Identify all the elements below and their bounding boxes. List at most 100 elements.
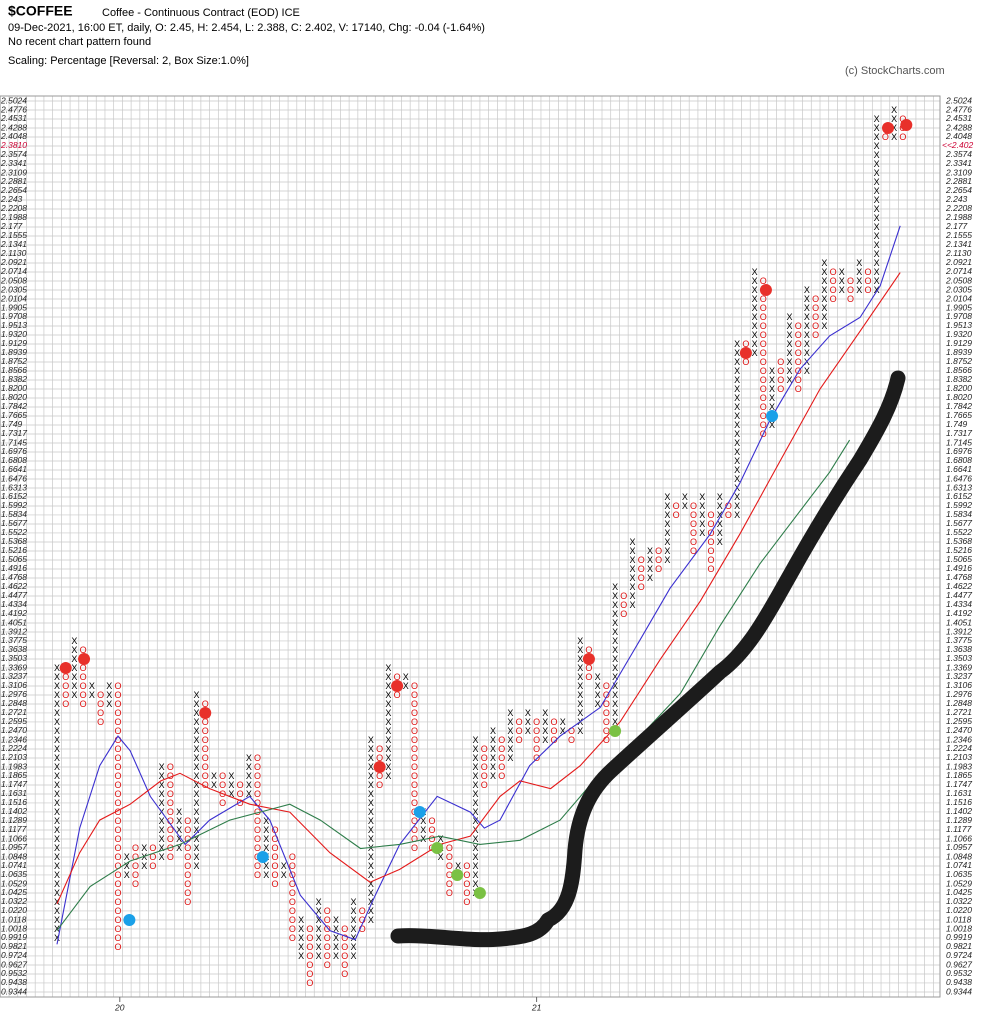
y-tick-label-left: 1.8939 bbox=[1, 347, 27, 357]
y-tick-label-right: 0.9919 bbox=[946, 932, 972, 942]
pnf-box: X bbox=[194, 762, 200, 772]
pnf-box: X bbox=[786, 375, 792, 385]
pnf-box: X bbox=[438, 852, 444, 862]
pnf-box: X bbox=[612, 690, 618, 700]
pnf-box: O bbox=[795, 330, 802, 340]
y-tick-label-left: 2.1988 bbox=[0, 212, 27, 222]
pnf-box: X bbox=[194, 708, 200, 718]
pnf-box: X bbox=[385, 663, 391, 673]
pnf-box: O bbox=[899, 132, 906, 142]
pnf-box: X bbox=[246, 771, 252, 781]
pnf-box: X bbox=[595, 681, 601, 691]
pnf-box: O bbox=[498, 762, 505, 772]
pnf-box: X bbox=[385, 699, 391, 709]
pnf-box: X bbox=[194, 771, 200, 781]
pnf-box: X bbox=[350, 915, 356, 925]
pnf-box: X bbox=[54, 663, 60, 673]
y-tick-label-right: 1.2976 bbox=[946, 689, 972, 699]
y-tick-label-right: 1.9320 bbox=[946, 329, 972, 339]
pnf-box: X bbox=[159, 762, 165, 772]
pnf-box: X bbox=[577, 681, 583, 691]
pnf-box: X bbox=[891, 105, 897, 115]
pnf-box: O bbox=[62, 672, 69, 682]
y-tick-label-left: 1.1066 bbox=[1, 833, 27, 843]
pnf-box: O bbox=[306, 933, 313, 943]
pnf-box: O bbox=[80, 672, 87, 682]
pnf-box: X bbox=[71, 654, 77, 664]
y-tick-label-left: 0.9438 bbox=[1, 977, 27, 987]
y-tick-label-left: 1.7665 bbox=[1, 410, 27, 420]
pnf-box: O bbox=[184, 888, 191, 898]
pnf-box: X bbox=[71, 681, 77, 691]
pnf-box: O bbox=[324, 924, 331, 934]
pnf-box: O bbox=[376, 744, 383, 754]
pnf-box: O bbox=[289, 924, 296, 934]
y-tick-label-left: 1.6976 bbox=[1, 446, 27, 456]
y-tick-label-left: 1.6152 bbox=[1, 491, 27, 501]
y-tick-label-right: 2.2654 bbox=[945, 185, 972, 195]
pnf-box: X bbox=[54, 798, 60, 808]
pnf-box: X bbox=[490, 726, 496, 736]
y-tick-label-left: 0.9532 bbox=[1, 968, 27, 978]
pnf-box: O bbox=[742, 339, 749, 349]
pnf-box: X bbox=[473, 753, 479, 763]
pnf-box: X bbox=[874, 114, 880, 124]
pnf-box: O bbox=[498, 744, 505, 754]
y-tick-label-left: 2.0921 bbox=[0, 257, 27, 267]
pnf-box: O bbox=[446, 852, 453, 862]
pnf-column: XXX bbox=[228, 771, 234, 799]
pnf-box: X bbox=[246, 762, 252, 772]
y-tick-label-left: 1.2470 bbox=[1, 725, 27, 735]
pnf-box: X bbox=[211, 771, 217, 781]
pnf-box: O bbox=[411, 690, 418, 700]
pnf-box: X bbox=[89, 690, 95, 700]
pnf-box: O bbox=[725, 510, 732, 520]
pnf-box: X bbox=[368, 771, 374, 781]
pnf-box: O bbox=[306, 942, 313, 952]
pnf-column: XX bbox=[403, 672, 409, 691]
pnf-box: O bbox=[254, 807, 261, 817]
pnf-box: X bbox=[473, 780, 479, 790]
pnf-box: X bbox=[281, 870, 287, 880]
pnf-box: X bbox=[141, 843, 147, 853]
y-tick-label-left: 1.7145 bbox=[1, 437, 27, 447]
pnf-box: X bbox=[507, 744, 513, 754]
y-tick-label-left: 1.3503 bbox=[1, 653, 27, 663]
pnf-box: X bbox=[159, 852, 165, 862]
pnf-box: X bbox=[54, 825, 60, 835]
pnf-box: O bbox=[760, 312, 767, 322]
pnf-box: X bbox=[664, 528, 670, 538]
pnf-box: X bbox=[333, 915, 339, 925]
pnf-box: X bbox=[385, 762, 391, 772]
pnf-box: X bbox=[786, 339, 792, 349]
pnf-box: O bbox=[481, 771, 488, 781]
pnf-box: O bbox=[411, 717, 418, 727]
y-tick-label-right: 2.2208 bbox=[945, 203, 972, 213]
pnf-column: OOO bbox=[237, 780, 244, 808]
pnf-box: O bbox=[690, 519, 697, 529]
pnf-column: OOO bbox=[149, 843, 156, 871]
pnf-box: X bbox=[54, 933, 60, 943]
pnf-box: X bbox=[54, 717, 60, 727]
y-tick-label-left: 1.2103 bbox=[1, 752, 27, 762]
y-tick-label-left: 2.2881 bbox=[0, 176, 27, 186]
y-tick-label-left: 1.749 bbox=[1, 419, 23, 429]
pnf-box: O bbox=[585, 645, 592, 655]
pnf-box: O bbox=[149, 861, 156, 871]
pnf-box: X bbox=[821, 294, 827, 304]
pnf-box: O bbox=[115, 870, 122, 880]
pnf-box: X bbox=[664, 546, 670, 556]
pnf-box: X bbox=[368, 906, 374, 916]
pnf-box: O bbox=[673, 501, 680, 511]
y-tick-label-left: 1.5216 bbox=[1, 545, 27, 555]
pnf-box: X bbox=[717, 510, 723, 520]
y-tick-label-left: 1.8566 bbox=[1, 365, 27, 375]
pnf-box: X bbox=[141, 861, 147, 871]
pnf-box: O bbox=[254, 771, 261, 781]
pnf-box: O bbox=[603, 690, 610, 700]
pnf-box: O bbox=[760, 375, 767, 385]
